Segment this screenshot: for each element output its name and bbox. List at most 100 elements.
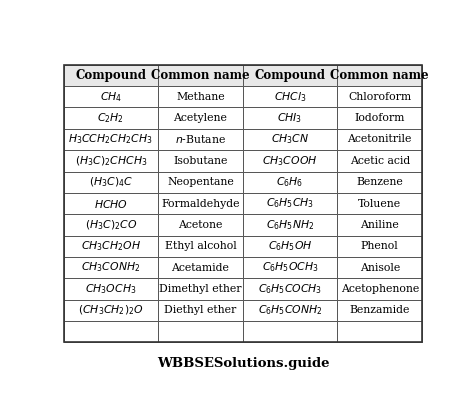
Bar — [337, 108, 422, 129]
Text: Neopentane: Neopentane — [167, 177, 234, 187]
Bar — [64, 214, 158, 235]
Bar — [337, 150, 422, 171]
Text: $\mathit{CH_3COOH}$: $\mathit{CH_3COOH}$ — [262, 154, 318, 168]
Bar — [64, 150, 158, 171]
Bar — [64, 235, 158, 257]
Text: $\mathit{C_6H_5OCH_3}$: $\mathit{C_6H_5OCH_3}$ — [262, 261, 319, 274]
Bar — [243, 171, 337, 193]
Text: $\mathit{HCHO}$: $\mathit{HCHO}$ — [94, 197, 128, 210]
Text: Acetamide: Acetamide — [172, 263, 229, 272]
Text: Compound: Compound — [255, 69, 326, 82]
Bar — [64, 171, 158, 193]
Bar — [243, 129, 337, 150]
Bar — [64, 108, 158, 129]
Text: WBBSESolutions.guide: WBBSESolutions.guide — [157, 357, 329, 370]
Text: Phenol: Phenol — [361, 241, 399, 251]
Text: Compound: Compound — [75, 69, 146, 82]
Text: $\mathit{H_3CCH_2CH_2CH_3}$: $\mathit{H_3CCH_2CH_2CH_3}$ — [68, 132, 153, 146]
Bar — [337, 214, 422, 235]
Text: $\mathit{C_6H_5COCH_3}$: $\mathit{C_6H_5COCH_3}$ — [258, 282, 322, 296]
Bar — [337, 321, 422, 342]
Bar — [158, 300, 243, 321]
Text: $\mathit{C_6H_5CH_3}$: $\mathit{C_6H_5CH_3}$ — [266, 197, 314, 210]
Bar — [337, 300, 422, 321]
Bar — [64, 65, 422, 342]
Bar — [337, 171, 422, 193]
Bar — [158, 129, 243, 150]
Bar — [337, 129, 422, 150]
Bar — [64, 257, 158, 278]
Text: $\mathit{(CH_3CH_2)_2O}$: $\mathit{(CH_3CH_2)_2O}$ — [78, 303, 144, 317]
Text: Acetic acid: Acetic acid — [350, 156, 410, 166]
Text: Acetone: Acetone — [178, 220, 223, 230]
Bar — [337, 278, 422, 300]
Text: Benzamide: Benzamide — [349, 305, 410, 315]
Text: Methane: Methane — [176, 92, 225, 102]
Text: $\mathit{C_6H_5CONH_2}$: $\mathit{C_6H_5CONH_2}$ — [258, 303, 322, 317]
Bar — [158, 86, 243, 108]
Text: $\mathit{CHCl_3}$: $\mathit{CHCl_3}$ — [274, 90, 306, 104]
Text: $\mathit{C_6H_5OH}$: $\mathit{C_6H_5OH}$ — [268, 239, 312, 253]
Bar — [243, 86, 337, 108]
Text: Toluene: Toluene — [358, 199, 401, 209]
Text: $\mathit{(H_3C)_4C}$: $\mathit{(H_3C)_4C}$ — [89, 176, 133, 189]
Text: $\mathit{CH_3CN}$: $\mathit{CH_3CN}$ — [271, 132, 309, 146]
Bar — [64, 65, 158, 86]
Text: $\mathit{CHI_3}$: $\mathit{CHI_3}$ — [277, 111, 303, 125]
Text: Formaldehyde: Formaldehyde — [161, 199, 240, 209]
Text: $\mathit{n}$-Butane: $\mathit{n}$-Butane — [175, 134, 226, 145]
Bar — [158, 321, 243, 342]
Bar — [337, 193, 422, 214]
Bar — [158, 193, 243, 214]
Text: $\mathit{CH_3CH_2OH}$: $\mathit{CH_3CH_2OH}$ — [81, 239, 141, 253]
Bar — [243, 321, 337, 342]
Text: $\mathit{(H_3C)_2CHCH_3}$: $\mathit{(H_3C)_2CHCH_3}$ — [74, 154, 147, 168]
Text: $\mathit{CH_3OCH_3}$: $\mathit{CH_3OCH_3}$ — [85, 282, 137, 296]
Bar — [158, 257, 243, 278]
Bar — [158, 65, 243, 86]
Text: Benzene: Benzene — [356, 177, 403, 187]
Text: Diethyl ether: Diethyl ether — [164, 305, 237, 315]
Text: $\mathit{CH_4}$: $\mathit{CH_4}$ — [100, 90, 122, 104]
Bar — [158, 150, 243, 171]
Text: Acetonitrile: Acetonitrile — [347, 134, 412, 145]
Text: $\mathit{C_6H_5NH_2}$: $\mathit{C_6H_5NH_2}$ — [266, 218, 314, 232]
Bar — [243, 65, 337, 86]
Bar — [158, 235, 243, 257]
Bar — [64, 321, 158, 342]
Bar — [158, 171, 243, 193]
Bar — [337, 86, 422, 108]
Text: Dimethyl ether: Dimethyl ether — [159, 284, 242, 294]
Text: $\mathit{(H_3C)_2CO}$: $\mathit{(H_3C)_2CO}$ — [85, 218, 137, 232]
Text: Iodoform: Iodoform — [355, 113, 405, 123]
Text: Acetophenone: Acetophenone — [341, 284, 419, 294]
Bar — [243, 214, 337, 235]
Text: Isobutane: Isobutane — [173, 156, 228, 166]
Text: Acetylene: Acetylene — [173, 113, 228, 123]
Text: Anisole: Anisole — [360, 263, 400, 272]
Bar — [64, 86, 158, 108]
Bar — [243, 193, 337, 214]
Text: Aniline: Aniline — [360, 220, 399, 230]
Bar — [64, 300, 158, 321]
Bar — [337, 235, 422, 257]
Bar — [64, 278, 158, 300]
Bar — [243, 235, 337, 257]
Bar — [158, 278, 243, 300]
Bar — [337, 65, 422, 86]
Bar — [243, 257, 337, 278]
Bar — [158, 214, 243, 235]
Bar — [243, 300, 337, 321]
Bar — [64, 129, 158, 150]
Bar — [158, 108, 243, 129]
Bar — [64, 193, 158, 214]
Text: $\mathit{C_6H_6}$: $\mathit{C_6H_6}$ — [276, 175, 304, 189]
Text: $\mathit{CH_3CONH_2}$: $\mathit{CH_3CONH_2}$ — [81, 261, 140, 274]
Text: Ethyl alcohol: Ethyl alcohol — [164, 241, 237, 251]
Text: Common name: Common name — [151, 69, 250, 82]
Bar — [243, 150, 337, 171]
Text: Common name: Common name — [330, 69, 429, 82]
Bar — [243, 108, 337, 129]
Bar — [243, 278, 337, 300]
Text: Chloroform: Chloroform — [348, 92, 411, 102]
